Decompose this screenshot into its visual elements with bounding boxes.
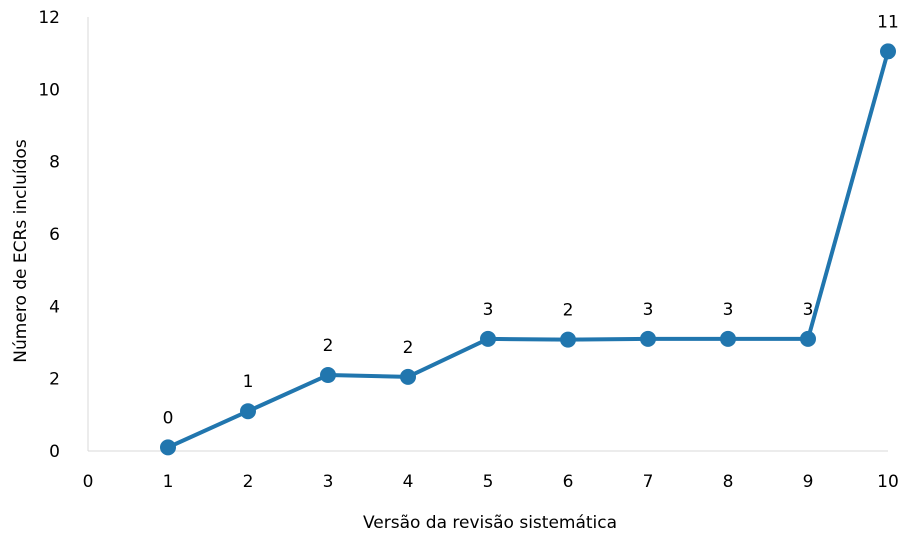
- x-axis-title: Versão da revisão sistemática: [363, 513, 617, 533]
- y-tick-label: 4: [49, 297, 60, 317]
- x-tick-label: 0: [83, 472, 94, 492]
- x-tick-label: 5: [483, 472, 494, 492]
- series-layer: [160, 43, 896, 456]
- data-label: 0: [163, 408, 174, 428]
- y-tick-label: 10: [38, 80, 60, 100]
- y-tick-label: 0: [49, 442, 60, 462]
- data-label: 3: [643, 300, 654, 320]
- y-tick-label: 6: [49, 225, 60, 245]
- data-point: [640, 330, 656, 347]
- x-tick-label: 1: [163, 472, 174, 492]
- data-label: 2: [403, 338, 414, 358]
- x-tick-label: 2: [243, 472, 254, 492]
- y-tick-label: 2: [49, 370, 60, 390]
- x-tick-label: 4: [403, 472, 414, 492]
- x-tick-label: 8: [723, 472, 734, 492]
- data-label: 11: [877, 12, 899, 32]
- data-point: [160, 439, 176, 456]
- data-point: [240, 403, 256, 420]
- data-point: [480, 330, 496, 347]
- data-label: 3: [803, 300, 814, 320]
- y-tick-label: 8: [49, 153, 60, 173]
- x-tick-label: 6: [563, 472, 574, 492]
- x-tick-labels: 0 1 2 3 4 5 6 7 8 9 10: [83, 472, 899, 492]
- y-tick-label: 12: [38, 8, 60, 28]
- y-tick-labels: 0 2 4 6 8 10 12: [38, 8, 60, 462]
- data-point: [400, 368, 416, 385]
- axes: [87, 17, 888, 452]
- x-tick-label: 10: [877, 472, 899, 492]
- data-point: [720, 330, 736, 347]
- data-labels: 0 1 2 2 3 2 3 3 3 11: [163, 12, 899, 428]
- data-point: [880, 43, 896, 60]
- x-tick-label: 3: [323, 472, 334, 492]
- x-tick-label: 9: [803, 472, 814, 492]
- x-tick-label: 7: [643, 472, 654, 492]
- data-point: [560, 331, 576, 348]
- series-line: [167, 50, 890, 450]
- data-point: [320, 367, 336, 384]
- data-label: 2: [323, 336, 334, 356]
- data-label: 2: [563, 301, 574, 321]
- data-label: 3: [723, 300, 734, 320]
- data-label: 3: [483, 300, 494, 320]
- y-axis-title: Número de ECRs incluídos: [11, 139, 31, 363]
- data-label: 1: [243, 372, 254, 392]
- data-point: [800, 330, 816, 347]
